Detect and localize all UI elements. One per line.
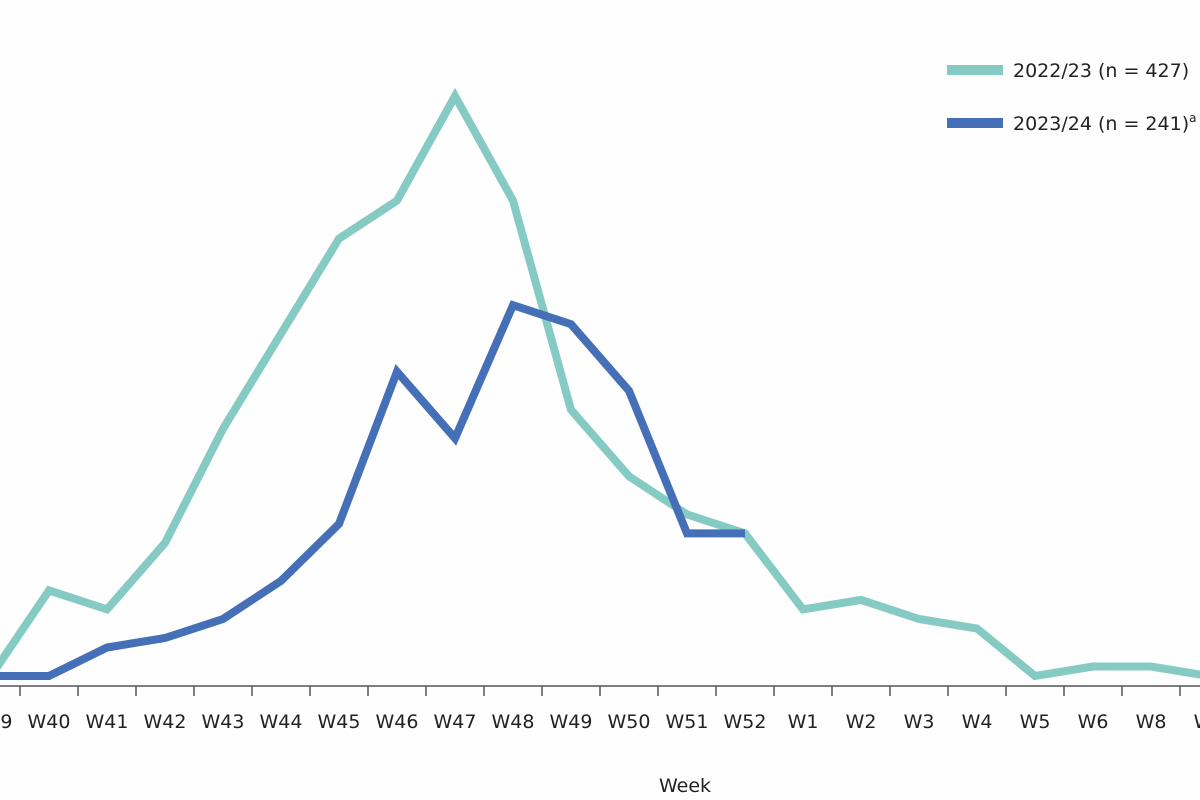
series-line-1 xyxy=(0,87,1200,681)
x-tick-label: W49 xyxy=(550,711,593,733)
legend-label-1: 2022/23 (n = 427) xyxy=(1013,60,1189,82)
legend: 2022/23 (n = 427) 2023/24 (n = 241)a xyxy=(947,60,1196,135)
x-tick-label: W43 xyxy=(202,711,245,733)
x-axis: W39 W40 W41 W42 W43 W44 W45 W46 W47 W48 W49 W50 W51 W… xyxy=(0,685,1200,733)
x-tick-label: W39 xyxy=(0,711,12,733)
x-tick-label: W5 xyxy=(1020,711,1051,733)
x-tick-label: W1 xyxy=(788,711,819,733)
series-lines xyxy=(0,87,1200,681)
x-tick-label: W50 xyxy=(608,711,651,733)
x-tick-label: W3 xyxy=(904,711,935,733)
x-tick-label: W44 xyxy=(260,711,303,733)
x-axis-title: Week xyxy=(659,775,711,797)
x-tick-label: W8 xyxy=(1136,711,1167,733)
x-tick-label: W9 xyxy=(1194,711,1200,733)
series-line-2 xyxy=(0,300,745,680)
x-tick-label: W42 xyxy=(144,711,187,733)
x-tick-label: W45 xyxy=(318,711,361,733)
x-tick-label: W47 xyxy=(434,711,477,733)
x-tick-label: W4 xyxy=(962,711,993,733)
x-tick-label: W41 xyxy=(86,711,129,733)
x-tick-label: W6 xyxy=(1078,711,1109,733)
legend-superscript: a xyxy=(1189,111,1196,125)
x-tick-label: W48 xyxy=(492,711,535,733)
x-tick-label: W51 xyxy=(666,711,709,733)
x-tick-label: W2 xyxy=(846,711,877,733)
x-tick-label: W40 xyxy=(28,711,71,733)
x-tick-label: W52 xyxy=(724,711,767,733)
x-tick-label: W46 xyxy=(376,711,419,733)
legend-label-2: 2023/24 (n = 241)a xyxy=(1013,111,1196,135)
